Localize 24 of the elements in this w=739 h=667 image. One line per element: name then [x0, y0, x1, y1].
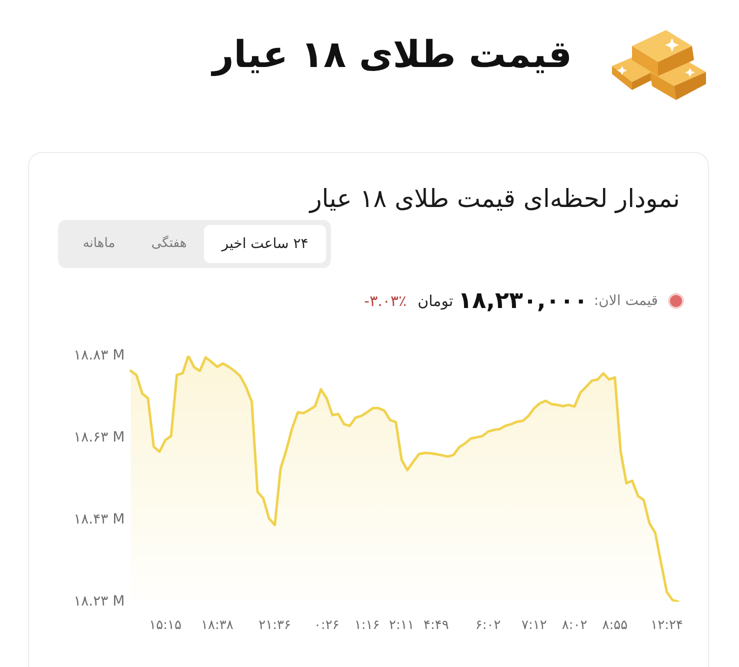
y-tick-label: ۱۸.۸۳ M	[74, 347, 125, 364]
x-tick-label: ۱:۱۶	[354, 618, 380, 633]
x-tick-label: ۰:۲۶	[314, 618, 340, 633]
x-tick-label: ۸:۵۵	[602, 618, 628, 633]
text: -۳.۰۳٪	[364, 292, 407, 310]
y-tick-label: ۱۸.۴۳ M	[74, 511, 125, 528]
x-tick-label: ۸:۰۲	[562, 618, 588, 633]
x-tick-label: ۱۸:۳۸	[201, 618, 234, 633]
y-tick-label: ۱۸.۲۳ M	[74, 593, 125, 610]
chart-subtitle: نمودار لحظه‌ای قیمت طلای ۱۸ عیار	[310, 184, 680, 214]
x-tick-label: ۱۵:۱۵	[149, 618, 182, 633]
x-tick-label: ۴:۴۹	[424, 618, 449, 633]
x-tick-label: ۷:۱۲	[522, 618, 547, 633]
chart-title: قیمت طلای ۱۸ عیار	[212, 33, 572, 78]
selected-tab: ۲۴ ساعت اخیر	[204, 225, 326, 263]
period-tabs: ۲۴ ساعت اخیر هفتگی ماهانه	[58, 220, 331, 268]
text: قیمت الان:	[594, 293, 658, 309]
y-tick-label: ۱۸.۶۳ M	[74, 429, 125, 446]
text: ۱۸,۲۳۰,۰۰۰	[458, 288, 588, 314]
x-tick-label: ۱۲:۲۴	[650, 618, 683, 633]
x-tick-label: ۶:۰۲	[475, 618, 501, 633]
x-tick-label: ۲۱:۳۶	[258, 618, 291, 633]
x-tick-label: ۲:۱۱	[388, 618, 414, 633]
text: تومان	[418, 292, 454, 310]
